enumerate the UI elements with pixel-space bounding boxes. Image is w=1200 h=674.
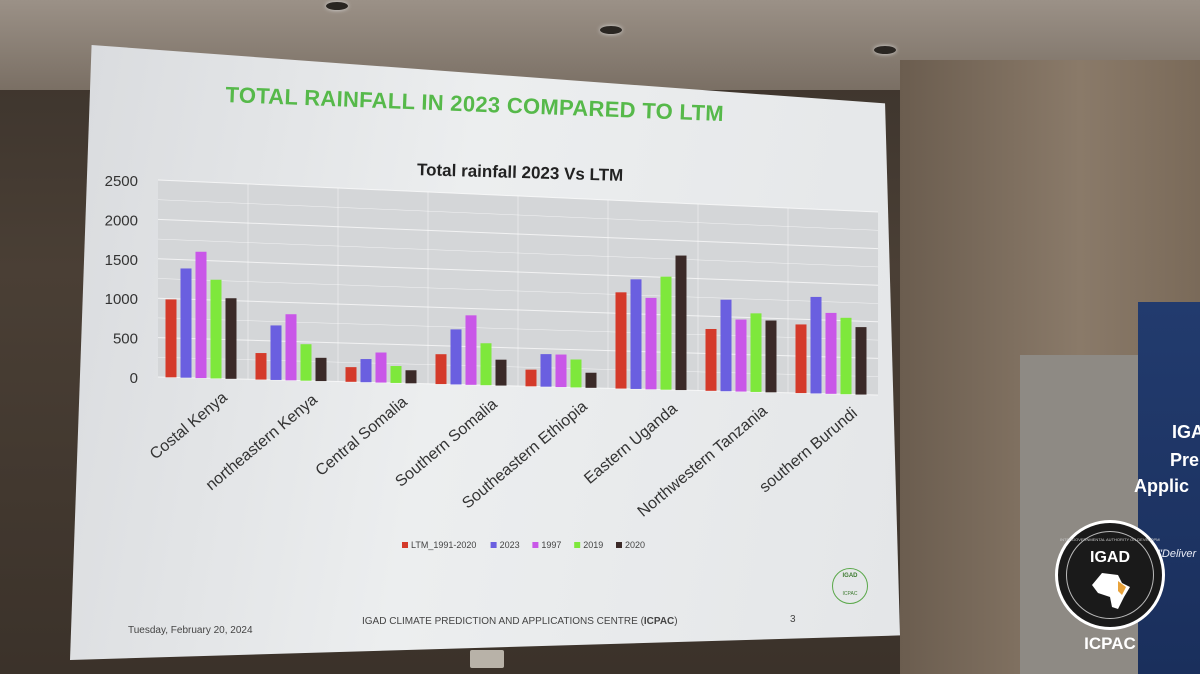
legend-swatch <box>490 542 497 548</box>
bar <box>315 357 327 382</box>
logo-ring <box>1066 531 1154 619</box>
ceiling-light <box>326 2 348 10</box>
bar <box>615 292 627 389</box>
bar <box>255 353 267 380</box>
bar <box>480 343 492 386</box>
legend-label: LTM_1991-2020 <box>411 540 476 550</box>
bar <box>585 372 597 388</box>
bar <box>165 299 177 378</box>
bar <box>435 354 447 385</box>
category-label: southern Burundi <box>756 405 860 496</box>
bar <box>285 314 297 381</box>
bar <box>450 329 462 385</box>
bar <box>840 317 852 395</box>
banner-line: Pre <box>1170 450 1200 470</box>
legend-label: 2020 <box>625 540 645 550</box>
category-label: Southern Somalia <box>392 396 500 491</box>
igad-logo: INTERGOVERNMENTAL AUTHORITY ON DEVELOPME… <box>1055 520 1165 630</box>
legend-label: 1997 <box>541 540 561 550</box>
bar <box>660 276 672 390</box>
banner-line: Applic <box>1134 476 1190 496</box>
bar <box>720 299 732 392</box>
bar <box>270 325 282 380</box>
bar <box>570 359 582 388</box>
banner-tagline: "Deliver <box>1158 548 1197 560</box>
bar <box>225 298 237 379</box>
y-tick-label: 0 <box>130 370 138 387</box>
bar <box>810 296 822 394</box>
power-outlet <box>470 650 504 668</box>
chart-title: Total rainfall 2023 Vs LTM <box>417 160 624 185</box>
bar <box>645 297 657 390</box>
legend-label: 2019 <box>583 540 603 550</box>
logo-icpac-text: ICPAC <box>1084 634 1136 653</box>
bar <box>555 354 567 388</box>
small-logo-sub: ICPAC <box>842 591 858 597</box>
y-tick-label: 500 <box>113 331 138 348</box>
bar <box>405 370 417 384</box>
bar <box>390 366 402 383</box>
category-label: Costal Kenya <box>147 389 231 463</box>
legend-swatch <box>574 542 581 548</box>
bar <box>735 319 747 392</box>
small-logo-text: IGAD <box>842 573 858 579</box>
bar <box>180 268 192 378</box>
bar <box>540 354 552 387</box>
bar <box>765 320 777 393</box>
legend-swatch <box>402 542 408 548</box>
bar <box>705 328 717 391</box>
y-tick-label: 2500 <box>105 173 138 190</box>
bar <box>375 352 387 383</box>
category-label: Central Somalia <box>313 393 411 479</box>
legend-label: 2023 <box>500 540 520 550</box>
banner-line: IGA <box>1172 422 1200 442</box>
bar <box>750 313 762 392</box>
slide-page-number: 3 <box>790 614 796 625</box>
legend-swatch <box>616 542 622 548</box>
legend-swatch <box>532 542 539 548</box>
centre-suffix: ) <box>674 616 678 627</box>
ceiling-light <box>874 46 896 54</box>
bar <box>360 359 372 383</box>
centre-bold: ICPAC <box>643 616 675 627</box>
y-tick-label: 1000 <box>105 291 138 308</box>
bar <box>345 367 357 382</box>
y-tick-label: 1500 <box>105 252 138 269</box>
bar <box>210 279 222 379</box>
centre-prefix: IGAD CLIMATE PREDICTION AND APPLICATIONS… <box>362 616 644 627</box>
bar <box>855 327 867 395</box>
bar <box>525 369 537 387</box>
bar <box>825 312 837 394</box>
logo-ring-text: INTERGOVERNMENTAL AUTHORITY ON DEVELOPME… <box>1060 537 1160 542</box>
bar <box>465 315 477 385</box>
africa-map-icon <box>1092 573 1130 609</box>
bar <box>300 344 312 381</box>
bar <box>675 255 687 391</box>
bar <box>795 324 807 394</box>
bar <box>195 251 207 379</box>
logo-igad-text: IGAD <box>1090 549 1130 566</box>
ceiling-light <box>600 26 622 34</box>
small-icpac-logo: IGAD ICPAC <box>832 568 868 604</box>
slide-centre-name: IGAD CLIMATE PREDICTION AND APPLICATIONS… <box>362 616 678 627</box>
category-label: Eastern Uganda <box>581 400 681 487</box>
y-tick-label: 2000 <box>105 212 138 229</box>
slide-date: Tuesday, February 20, 2024 <box>128 625 253 636</box>
bar <box>630 279 642 389</box>
bar <box>495 359 507 386</box>
